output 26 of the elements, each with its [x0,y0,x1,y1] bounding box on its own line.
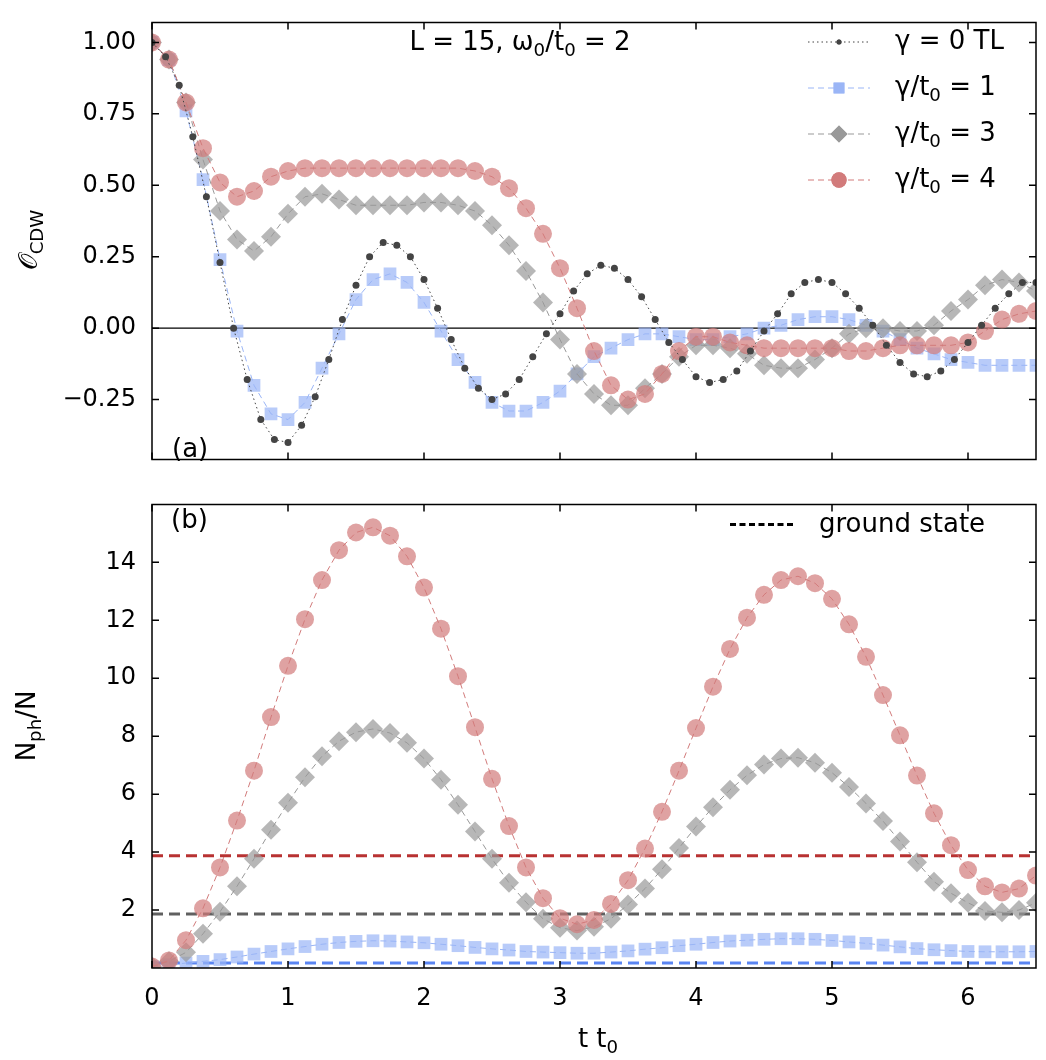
y-tick-label: 6 [120,778,136,807]
annotation: ground state [819,507,986,538]
y-axis-title: 𝒪CDW [12,209,47,271]
x-tick-label: 6 [960,982,976,1011]
y-tick-label: 12 [105,604,136,633]
y-axis-title: Nph/N [10,690,45,762]
y-tick-label: 1.00 [82,26,136,55]
y-tick-label: 10 [105,662,136,691]
x-tick-label: 4 [688,982,704,1011]
y-tick-label: 0.50 [82,169,136,198]
y-tick-label: 0.25 [82,240,136,269]
x-tick-label: 0 [144,982,160,1011]
x-tick-label: 2 [416,982,432,1011]
y-tick-label: 0.75 [82,98,136,127]
y-tick-label: 8 [120,720,136,749]
y-tick-label: 0.00 [82,312,136,341]
x-tick-label: 5 [824,982,840,1011]
annotation: (a) [172,432,209,463]
legend-label: γ = 0 TL [895,24,1005,55]
y-tick-label: 2 [120,894,136,923]
x-tick-label: 1 [280,982,296,1011]
y-tick-label: −0.25 [62,383,136,412]
y-tick-label: 4 [120,836,136,865]
annotation: (b) [171,503,208,534]
y-tick-label: 14 [105,546,136,575]
x-tick-label: 3 [552,982,568,1011]
